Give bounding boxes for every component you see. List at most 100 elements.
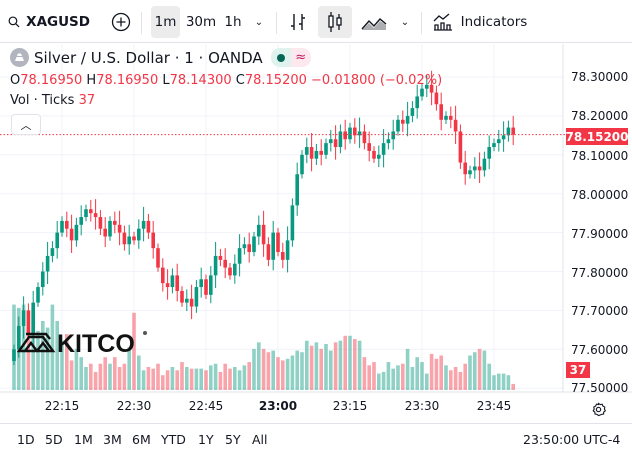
volume-bar (333, 342, 338, 390)
volume-bar (319, 348, 323, 390)
volume-bar (511, 383, 515, 390)
candle-body (309, 147, 314, 159)
candle-body (204, 279, 208, 295)
volume-bar (213, 363, 218, 390)
collapse-legend-button[interactable]: ︿ (11, 114, 41, 135)
volume-bar (343, 335, 347, 390)
candle-body (45, 255, 50, 272)
range-all[interactable]: All (252, 432, 268, 447)
volume-label: Vol · Ticks (10, 93, 75, 108)
divider (276, 12, 277, 34)
candle-body (338, 131, 343, 148)
range-ytd[interactable]: YTD (161, 432, 186, 447)
volume-bar (357, 340, 362, 390)
volume-bar (300, 352, 304, 390)
volume-bar (463, 363, 467, 390)
candle-body (132, 236, 136, 241)
volume-bar (381, 371, 386, 390)
market-open-dot-icon (270, 48, 291, 67)
bottom-toolbar (0, 423, 632, 464)
candle-body (50, 248, 55, 256)
candle-body (98, 217, 103, 229)
volume-bar (314, 342, 319, 390)
candle-body (79, 217, 83, 225)
volume-bar (391, 368, 395, 390)
range-6m[interactable]: 6M (132, 432, 151, 447)
volume-bar (218, 371, 223, 390)
volume-bar (117, 367, 122, 390)
volume-bar (209, 365, 213, 390)
indicators-button[interactable]: Indicators (432, 6, 528, 38)
range-5y[interactable]: 5Y (225, 432, 241, 447)
divider (421, 12, 422, 34)
range-3m[interactable]: 3M (103, 432, 122, 447)
volume-bar (401, 363, 405, 390)
volume-bar (146, 367, 151, 390)
market-status-badge[interactable]: ≈ (270, 48, 311, 67)
close-value: 78.15200 (244, 73, 307, 88)
volume-bar (98, 363, 103, 390)
last-price-label: 78.15200 (565, 128, 629, 145)
volume-bar (103, 357, 107, 390)
candle-body (60, 220, 64, 233)
search-icon (8, 16, 20, 28)
volume-bar (113, 357, 117, 390)
interval-30m[interactable]: 30m (185, 14, 217, 30)
time-tick: 22:45 (188, 399, 224, 413)
volume-bar (84, 367, 88, 390)
candle-body (74, 224, 79, 241)
volume-bar (65, 334, 69, 390)
price-tick: 77.90000 (571, 227, 629, 241)
candle-body (333, 139, 338, 148)
interval-1h[interactable]: 1h (224, 14, 242, 30)
candle-body (242, 244, 247, 249)
interval-dropdown-chevron-icon[interactable]: ⌄ (254, 16, 264, 28)
price-chart[interactable] (0, 44, 632, 464)
volume-bar (175, 370, 179, 390)
candle-body (209, 275, 213, 295)
timezone-clock[interactable]: 23:50:00 UTC-4 (523, 432, 621, 447)
gear-icon (592, 401, 606, 416)
candle-body (103, 228, 107, 237)
range-5d[interactable]: 5D (45, 432, 63, 447)
volume-bar (501, 373, 506, 390)
change-value: −0.01800 (−0.02%) (311, 73, 443, 88)
candle-body (305, 147, 309, 155)
candle-body (84, 209, 88, 218)
price-tick: 77.60000 (571, 343, 629, 357)
candle-body (324, 143, 328, 155)
candle-body (271, 232, 275, 260)
interval-1m[interactable]: 1m (151, 6, 180, 38)
compare-symbol-button[interactable] (108, 6, 134, 38)
candle-body (353, 127, 357, 136)
range-1m[interactable]: 1M (74, 432, 93, 447)
candle-body (31, 302, 35, 334)
candle-body (223, 259, 227, 268)
candle-body (276, 232, 280, 253)
candles-style-button[interactable] (318, 6, 352, 38)
candle-body (141, 220, 146, 229)
open-label: O (10, 73, 21, 88)
low-value: 78.14300 (169, 73, 232, 88)
area-style-button[interactable] (358, 6, 390, 38)
volume-bar (79, 357, 83, 390)
chart-type-dropdown-chevron-icon[interactable]: ⌄ (400, 16, 410, 28)
candle-body (185, 298, 189, 303)
candle-body (506, 127, 511, 136)
volume-bar (161, 375, 165, 390)
chart-settings-button[interactable] (589, 400, 607, 418)
volume-bar (434, 358, 439, 390)
bars-style-button[interactable] (284, 6, 312, 38)
volume-bar (329, 350, 333, 390)
volume-bar (50, 304, 55, 390)
candle-body (463, 162, 467, 175)
candle-body (93, 213, 98, 218)
price-tick: 77.70000 (571, 304, 629, 318)
volume-bar (271, 350, 275, 390)
indicators-label: Indicators (460, 14, 528, 30)
range-1y[interactable]: 1Y (198, 432, 214, 447)
range-1d[interactable]: 1D (17, 432, 35, 447)
symbol-search-button[interactable]: XAGUSD (8, 6, 90, 38)
volume-bar (405, 348, 410, 390)
candle-body (151, 232, 155, 249)
